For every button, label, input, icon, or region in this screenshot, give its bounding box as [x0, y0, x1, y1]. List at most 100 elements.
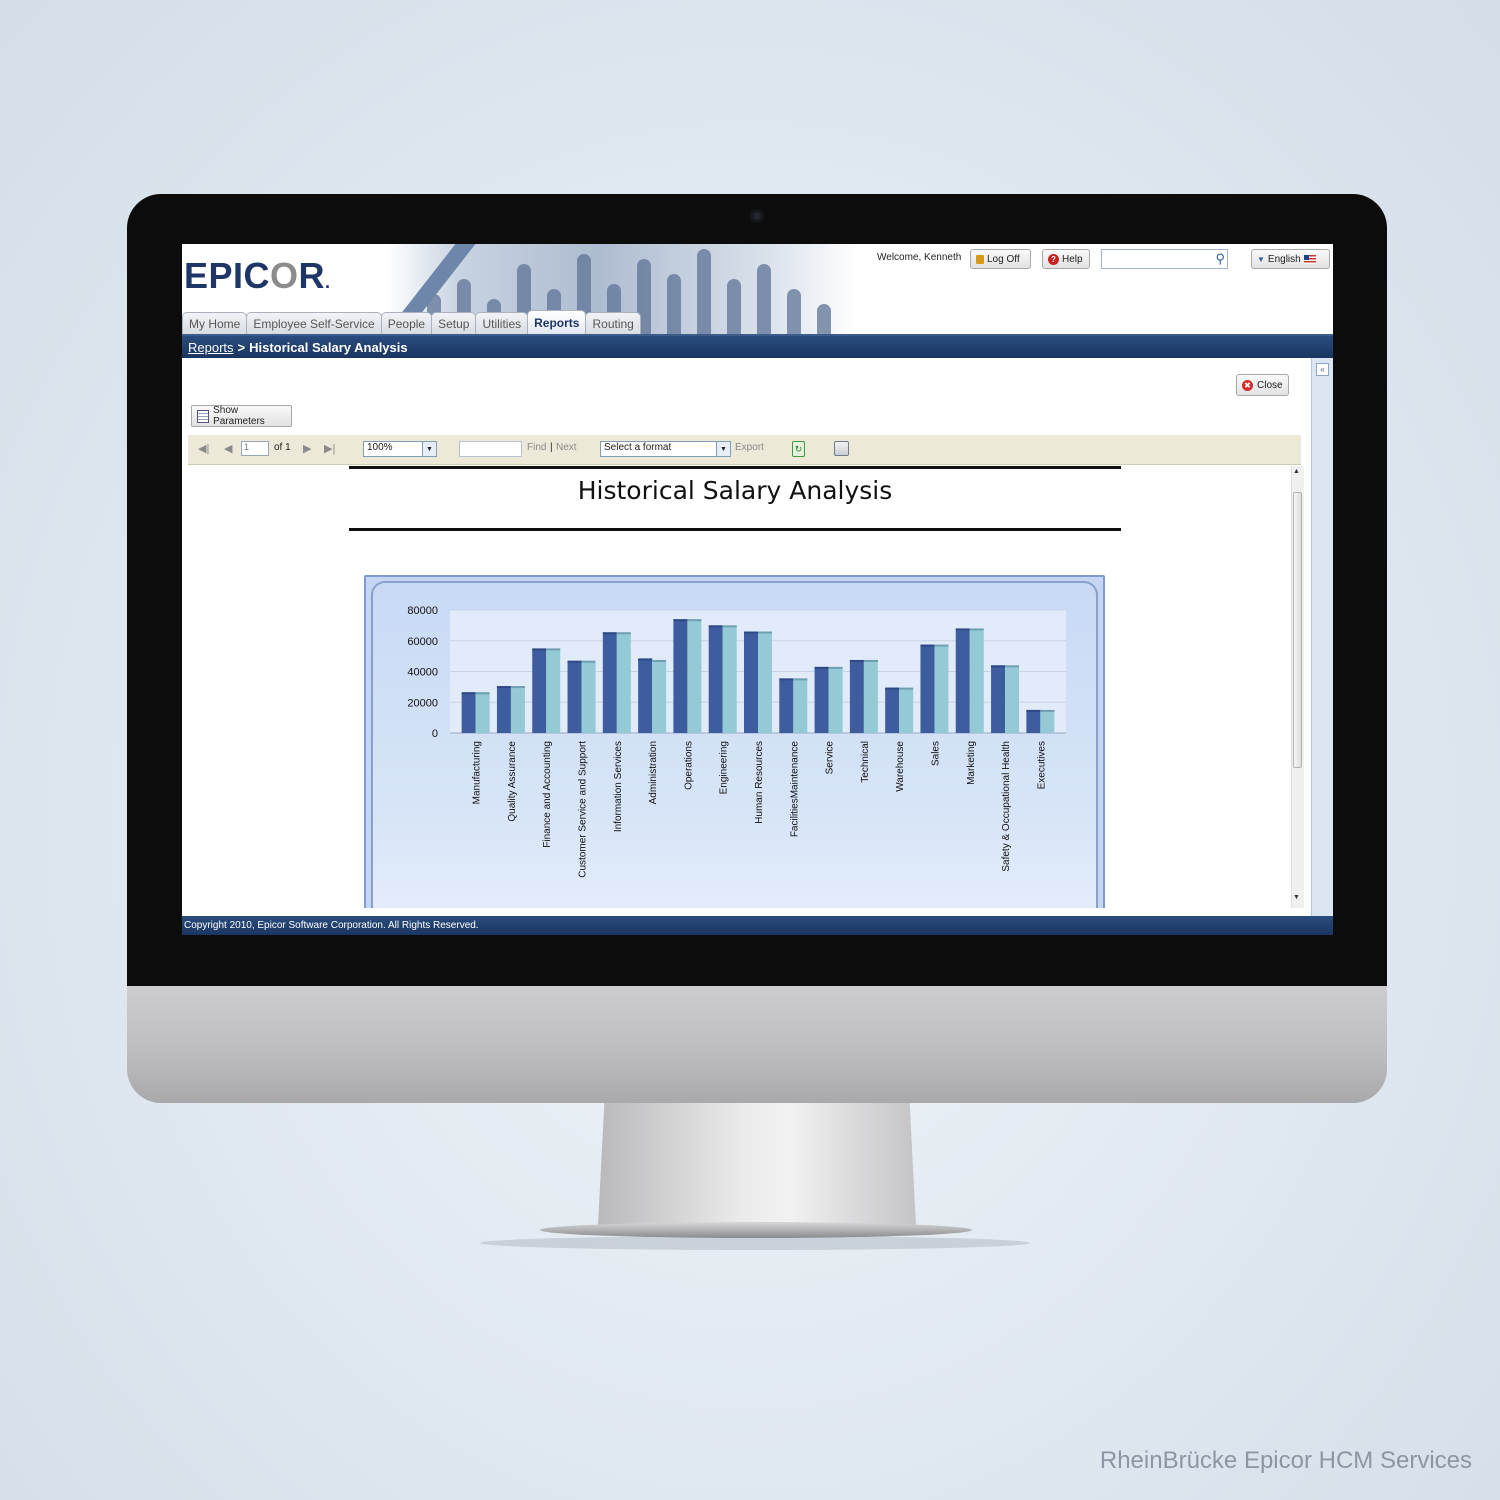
bar	[1040, 709, 1055, 733]
bar-top-edge	[652, 659, 667, 662]
bar-top-edge	[969, 628, 984, 631]
breadcrumb-reports-link[interactable]: Reports	[188, 339, 234, 355]
bar-top-edge	[638, 658, 653, 661]
bar	[1026, 709, 1041, 733]
bar-top-edge	[934, 644, 949, 647]
bar-top-edge	[849, 659, 864, 662]
x-tick-label: Information Services	[613, 741, 624, 832]
side-panel-strip: «	[1311, 358, 1333, 916]
tab-setup[interactable]: Setup	[431, 312, 477, 334]
bar-top-edge	[885, 687, 900, 690]
x-tick-label: Executives	[1036, 741, 1047, 789]
bar	[532, 648, 547, 733]
monitor-stand-neck	[598, 1103, 916, 1225]
help-button[interactable]: ? Help	[1042, 249, 1090, 269]
banner-figure	[787, 289, 801, 334]
zoom-value: 100%	[367, 442, 393, 453]
bar	[708, 625, 723, 733]
search-icon[interactable]: ⚲	[1215, 251, 1225, 266]
main-tabs: My Home Employee Self-Service People Set…	[182, 310, 641, 334]
page-title: Historical Salary Analysis	[249, 339, 408, 355]
bar-top-edge	[744, 631, 758, 634]
bar	[602, 632, 617, 733]
welcome-text: Welcome, Kenneth	[877, 252, 962, 263]
tab-employee-self-service[interactable]: Employee Self-Service	[246, 312, 382, 334]
zoom-select[interactable]: 100% ▼	[363, 441, 437, 457]
search-input[interactable]: ⚲	[1101, 249, 1228, 269]
header-banner: EPICOR. Welcome, Kenneth Log Off ? Help …	[182, 244, 1333, 338]
language-selector[interactable]: ▼ English	[1251, 249, 1330, 269]
logoff-button[interactable]: Log Off	[970, 249, 1031, 269]
bar	[581, 660, 596, 733]
y-tick-label: 40000	[407, 667, 438, 679]
bar	[1005, 665, 1020, 733]
refresh-icon[interactable]: ↻	[792, 441, 805, 457]
close-button[interactable]: ✖ Close	[1236, 374, 1289, 396]
bar-top-edge	[581, 660, 596, 663]
bar	[828, 666, 843, 733]
bar-top-edge	[814, 666, 829, 669]
next-link[interactable]: Next	[556, 442, 577, 453]
find-link[interactable]: Find	[527, 442, 547, 453]
tab-utilities[interactable]: Utilities	[475, 312, 529, 334]
tab-routing[interactable]: Routing	[585, 312, 641, 334]
export-format-select[interactable]: Select a format ▼	[600, 441, 731, 457]
tab-reports[interactable]: Reports	[527, 310, 587, 334]
bar	[652, 659, 667, 733]
title-rule-bottom	[349, 528, 1121, 531]
report-scrollbar[interactable]: ▲ ▼	[1291, 466, 1304, 908]
tab-my-home[interactable]: My Home	[182, 312, 248, 334]
y-tick-label: 80000	[407, 605, 438, 617]
bar-top-edge	[991, 665, 1006, 668]
print-icon[interactable]	[834, 441, 849, 456]
title-rule-top	[349, 466, 1121, 469]
show-parameters-button[interactable]: Show Parameters	[191, 405, 292, 427]
epicor-logo: EPICOR.	[184, 255, 331, 296]
webcam	[750, 209, 764, 223]
breadcrumb-separator: >	[237, 339, 246, 355]
bar	[991, 665, 1006, 733]
banner-figure	[817, 304, 831, 334]
report-viewer: Historical Salary Analysis 0 20000 40000 60…	[188, 466, 1286, 908]
lock-icon	[976, 254, 984, 264]
next-page-icon[interactable]: ▶	[303, 443, 312, 455]
bar-top-edge	[496, 686, 511, 689]
bar-top-edge	[793, 678, 808, 681]
tab-people[interactable]: People	[380, 312, 433, 334]
page-number-input[interactable]: 1	[241, 441, 269, 456]
bar-top-edge	[955, 628, 970, 631]
logoff-label: Log Off	[987, 253, 1020, 265]
scroll-down-icon[interactable]: ▼	[1293, 894, 1300, 901]
find-input[interactable]	[459, 441, 522, 457]
x-tick-label: FacilitiesMaintenance	[789, 741, 800, 838]
footer: Copyright 2010, Epicor Software Corporat…	[182, 916, 1333, 935]
first-page-icon[interactable]: ◀|	[198, 443, 210, 455]
chevron-down-icon[interactable]: ▼	[422, 442, 436, 456]
collapse-panel-icon[interactable]: «	[1316, 363, 1329, 376]
bar	[461, 692, 476, 733]
bar-top-edge	[758, 631, 772, 634]
x-tick-label: Customer Service and Support	[578, 741, 589, 878]
bar	[955, 628, 970, 733]
help-label: Help	[1062, 253, 1083, 265]
bar-top-edge	[920, 644, 935, 647]
bar-top-edge	[567, 660, 582, 663]
bar	[722, 625, 737, 733]
salary-bar-chart: 0 20000 40000 60000 80000 Manufacturing Qualit…	[407, 605, 1066, 878]
monitor-stand-foot	[540, 1222, 972, 1238]
bar	[546, 648, 561, 733]
bar-top-edge	[687, 619, 702, 622]
prev-page-icon[interactable]: ◀	[224, 443, 233, 455]
watermark: RheinBrücke Epicor HCM Services	[1099, 1447, 1472, 1474]
export-link[interactable]: Export	[735, 442, 764, 453]
chart-frame: 0 20000 40000 60000 80000 Manufacturing Qualit…	[364, 575, 1105, 908]
format-value: Select a format	[604, 442, 672, 453]
scroll-up-icon[interactable]: ▲	[1293, 468, 1300, 475]
scrollbar-thumb[interactable]	[1293, 492, 1302, 768]
x-tick-label: Human Resources	[754, 741, 765, 824]
bar	[758, 631, 772, 733]
chevron-down-icon[interactable]: ▼	[716, 442, 730, 456]
bar-top-edge	[779, 678, 794, 681]
last-page-icon[interactable]: ▶|	[324, 443, 336, 455]
breadcrumb: Reports > Historical Salary Analysis	[182, 334, 1333, 358]
